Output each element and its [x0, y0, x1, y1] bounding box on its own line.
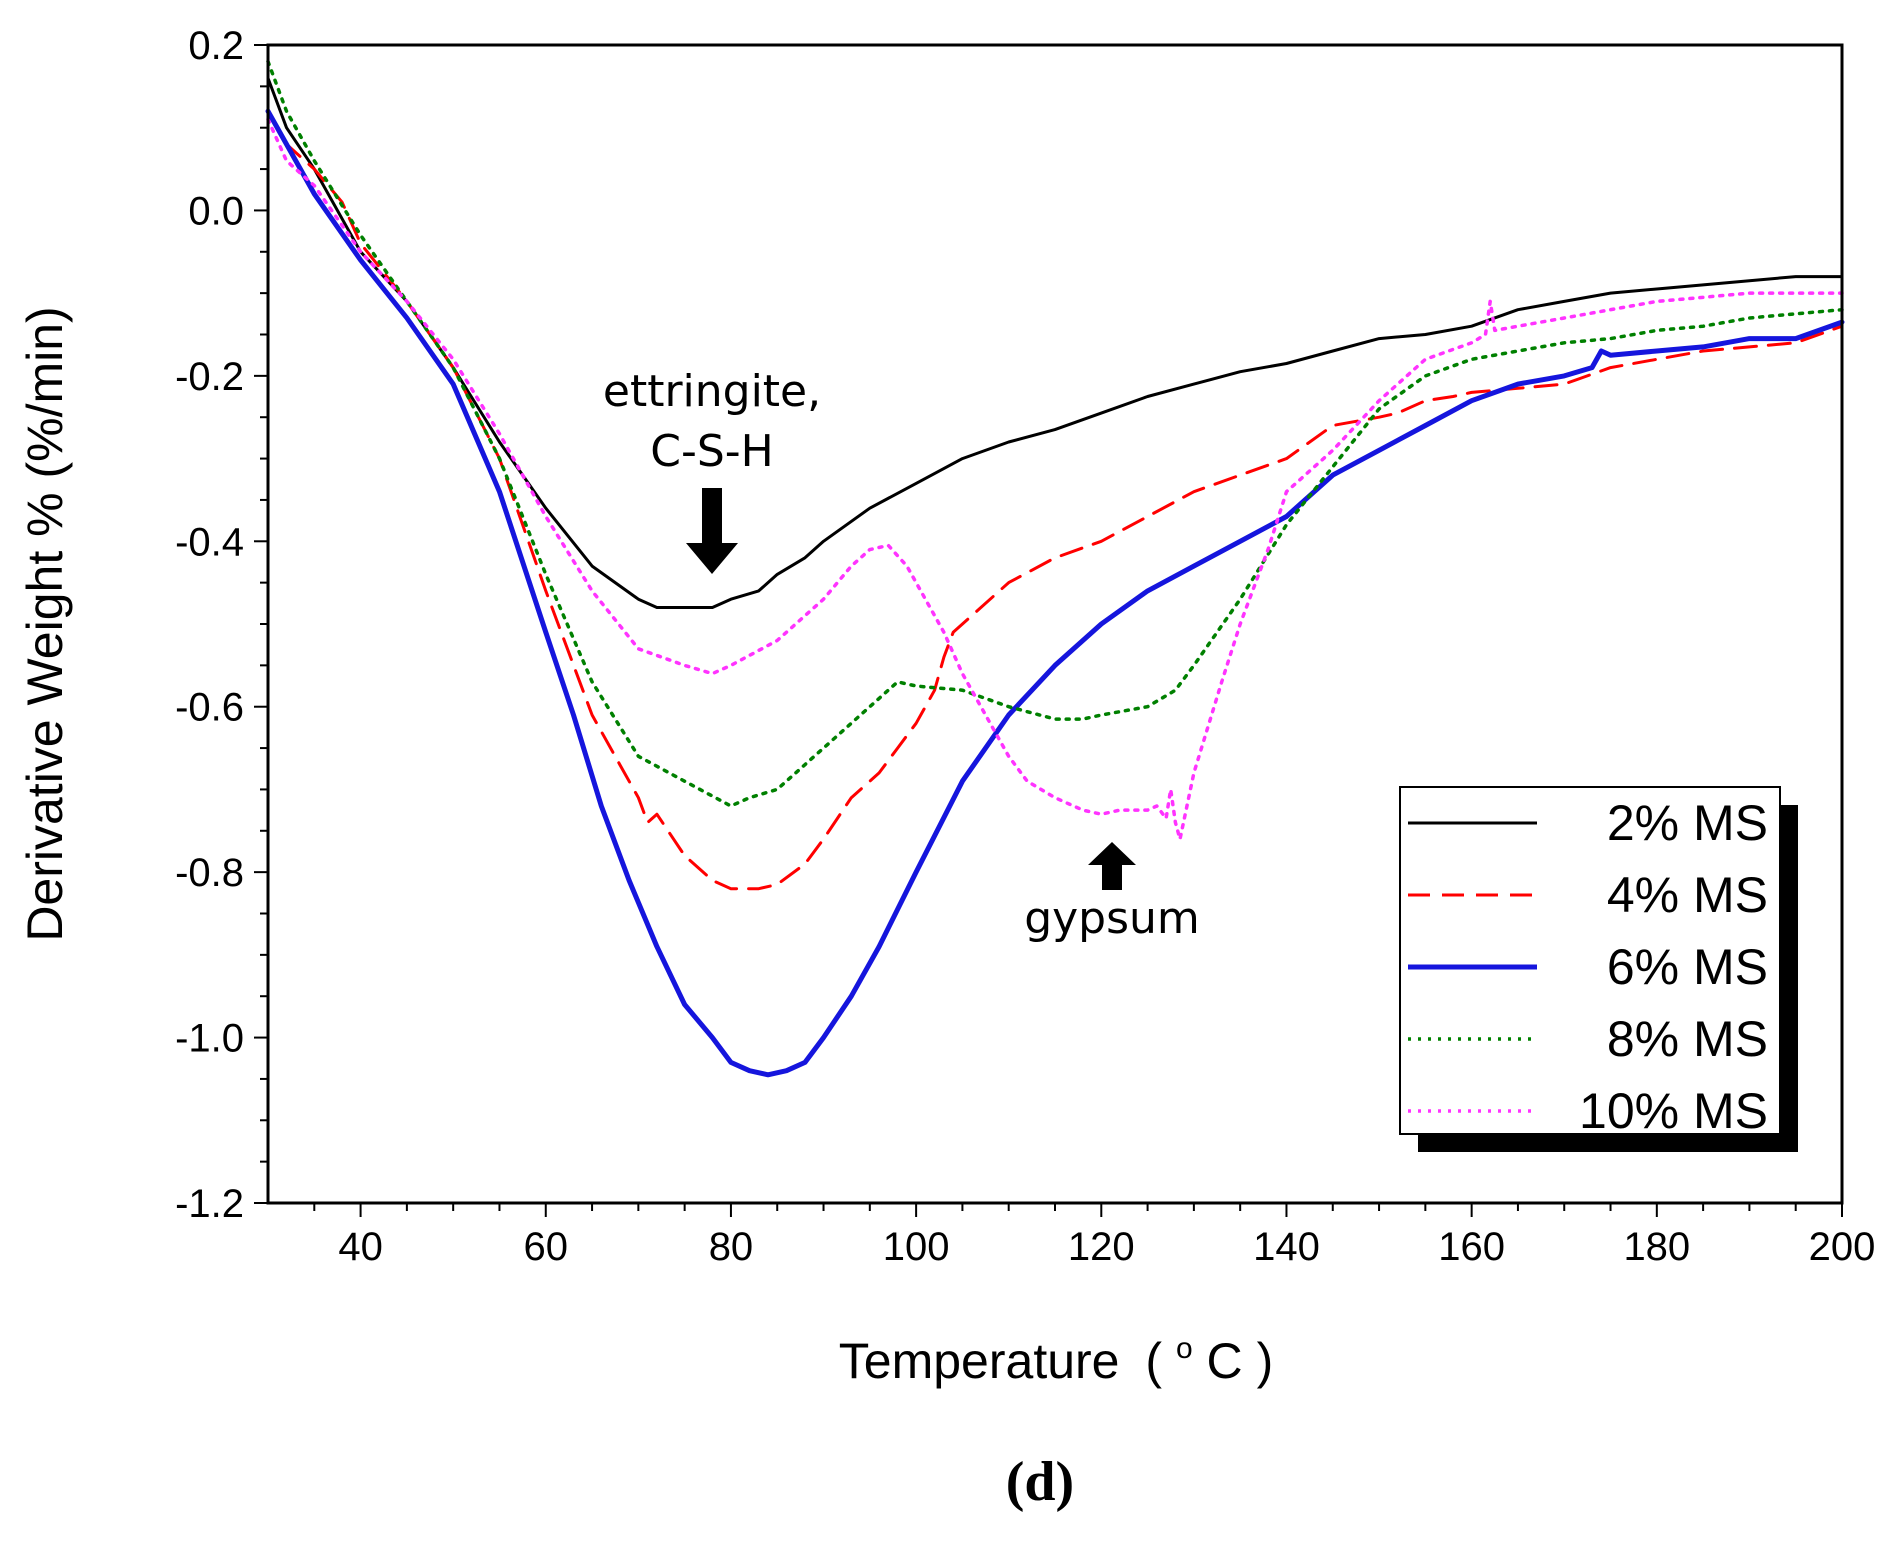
legend-label: 10% MS [1579, 1083, 1768, 1139]
annotation-ettringite-line2: C-S-H [650, 426, 774, 477]
y-axis-title: Derivative Weight % (%/min) [17, 306, 73, 941]
arrow-up-icon [1088, 842, 1136, 890]
y-tick-label: -1.0 [175, 1017, 244, 1061]
legend: 2% MS 4% MS 6% MS 8% MS 10% MS [1399, 786, 1798, 1152]
x-tick-label: 80 [709, 1225, 754, 1269]
x-tick-label: 180 [1623, 1225, 1690, 1269]
annotation-ettringite-line1: ettringite, [603, 366, 821, 417]
legend-label: 6% MS [1607, 939, 1768, 995]
annotation-gypsum-label: gypsum [1024, 893, 1200, 944]
x-axis-title-degree: o [1176, 1332, 1193, 1365]
x-tick-label: 140 [1253, 1225, 1320, 1269]
x-tick-label: 60 [524, 1225, 569, 1269]
y-tick-label: -0.6 [175, 686, 244, 730]
x-axis-title-unit: C [1207, 1333, 1243, 1389]
series-line-5 [266, 117, 1844, 841]
x-axis-title-open: ( [1145, 1333, 1162, 1389]
panel-label: (d) [1006, 1451, 1074, 1513]
x-tick-label: 120 [1068, 1225, 1135, 1269]
x-tick-label: 40 [338, 1225, 383, 1269]
y-axis: 0.2 0.0 -0.2 -0.4 -0.6 -0.8 -1.0 -1.2 [175, 24, 268, 1226]
x-axis: 40 60 80 100 120 140 160 180 200 [313, 1203, 1876, 1269]
series-line-3 [265, 108, 1845, 1078]
x-axis-title: Temperature ( o C ) [839, 1313, 1273, 1389]
x-tick-label: 160 [1438, 1225, 1505, 1269]
y-tick-label: -1.2 [175, 1182, 244, 1226]
y-tick-label: -0.8 [175, 851, 244, 895]
y-tick-label: -0.4 [175, 520, 244, 564]
legend-label: 4% MS [1607, 867, 1768, 923]
legend-label: 8% MS [1607, 1011, 1768, 1067]
annotation-gypsum: gypsum [1024, 842, 1200, 944]
legend-box [1399, 786, 1781, 1135]
series-layer [265, 59, 1845, 1078]
y-tick-label: 0.2 [188, 24, 244, 68]
x-axis-title-text: Temperature [839, 1333, 1120, 1389]
legend-label: 2% MS [1607, 795, 1768, 851]
x-axis-title-close: ) [1257, 1333, 1274, 1389]
annotation-ettringite: ettringite, C-S-H [603, 366, 821, 574]
y-tick-label: 0.0 [188, 189, 244, 233]
series-line-1 [266, 76, 1844, 609]
x-tick-label: 100 [883, 1225, 950, 1269]
series-line-4 [266, 59, 1844, 808]
arrow-down-icon [686, 488, 738, 574]
x-tick-label: 200 [1809, 1225, 1876, 1269]
y-tick-label: -0.2 [175, 355, 244, 399]
